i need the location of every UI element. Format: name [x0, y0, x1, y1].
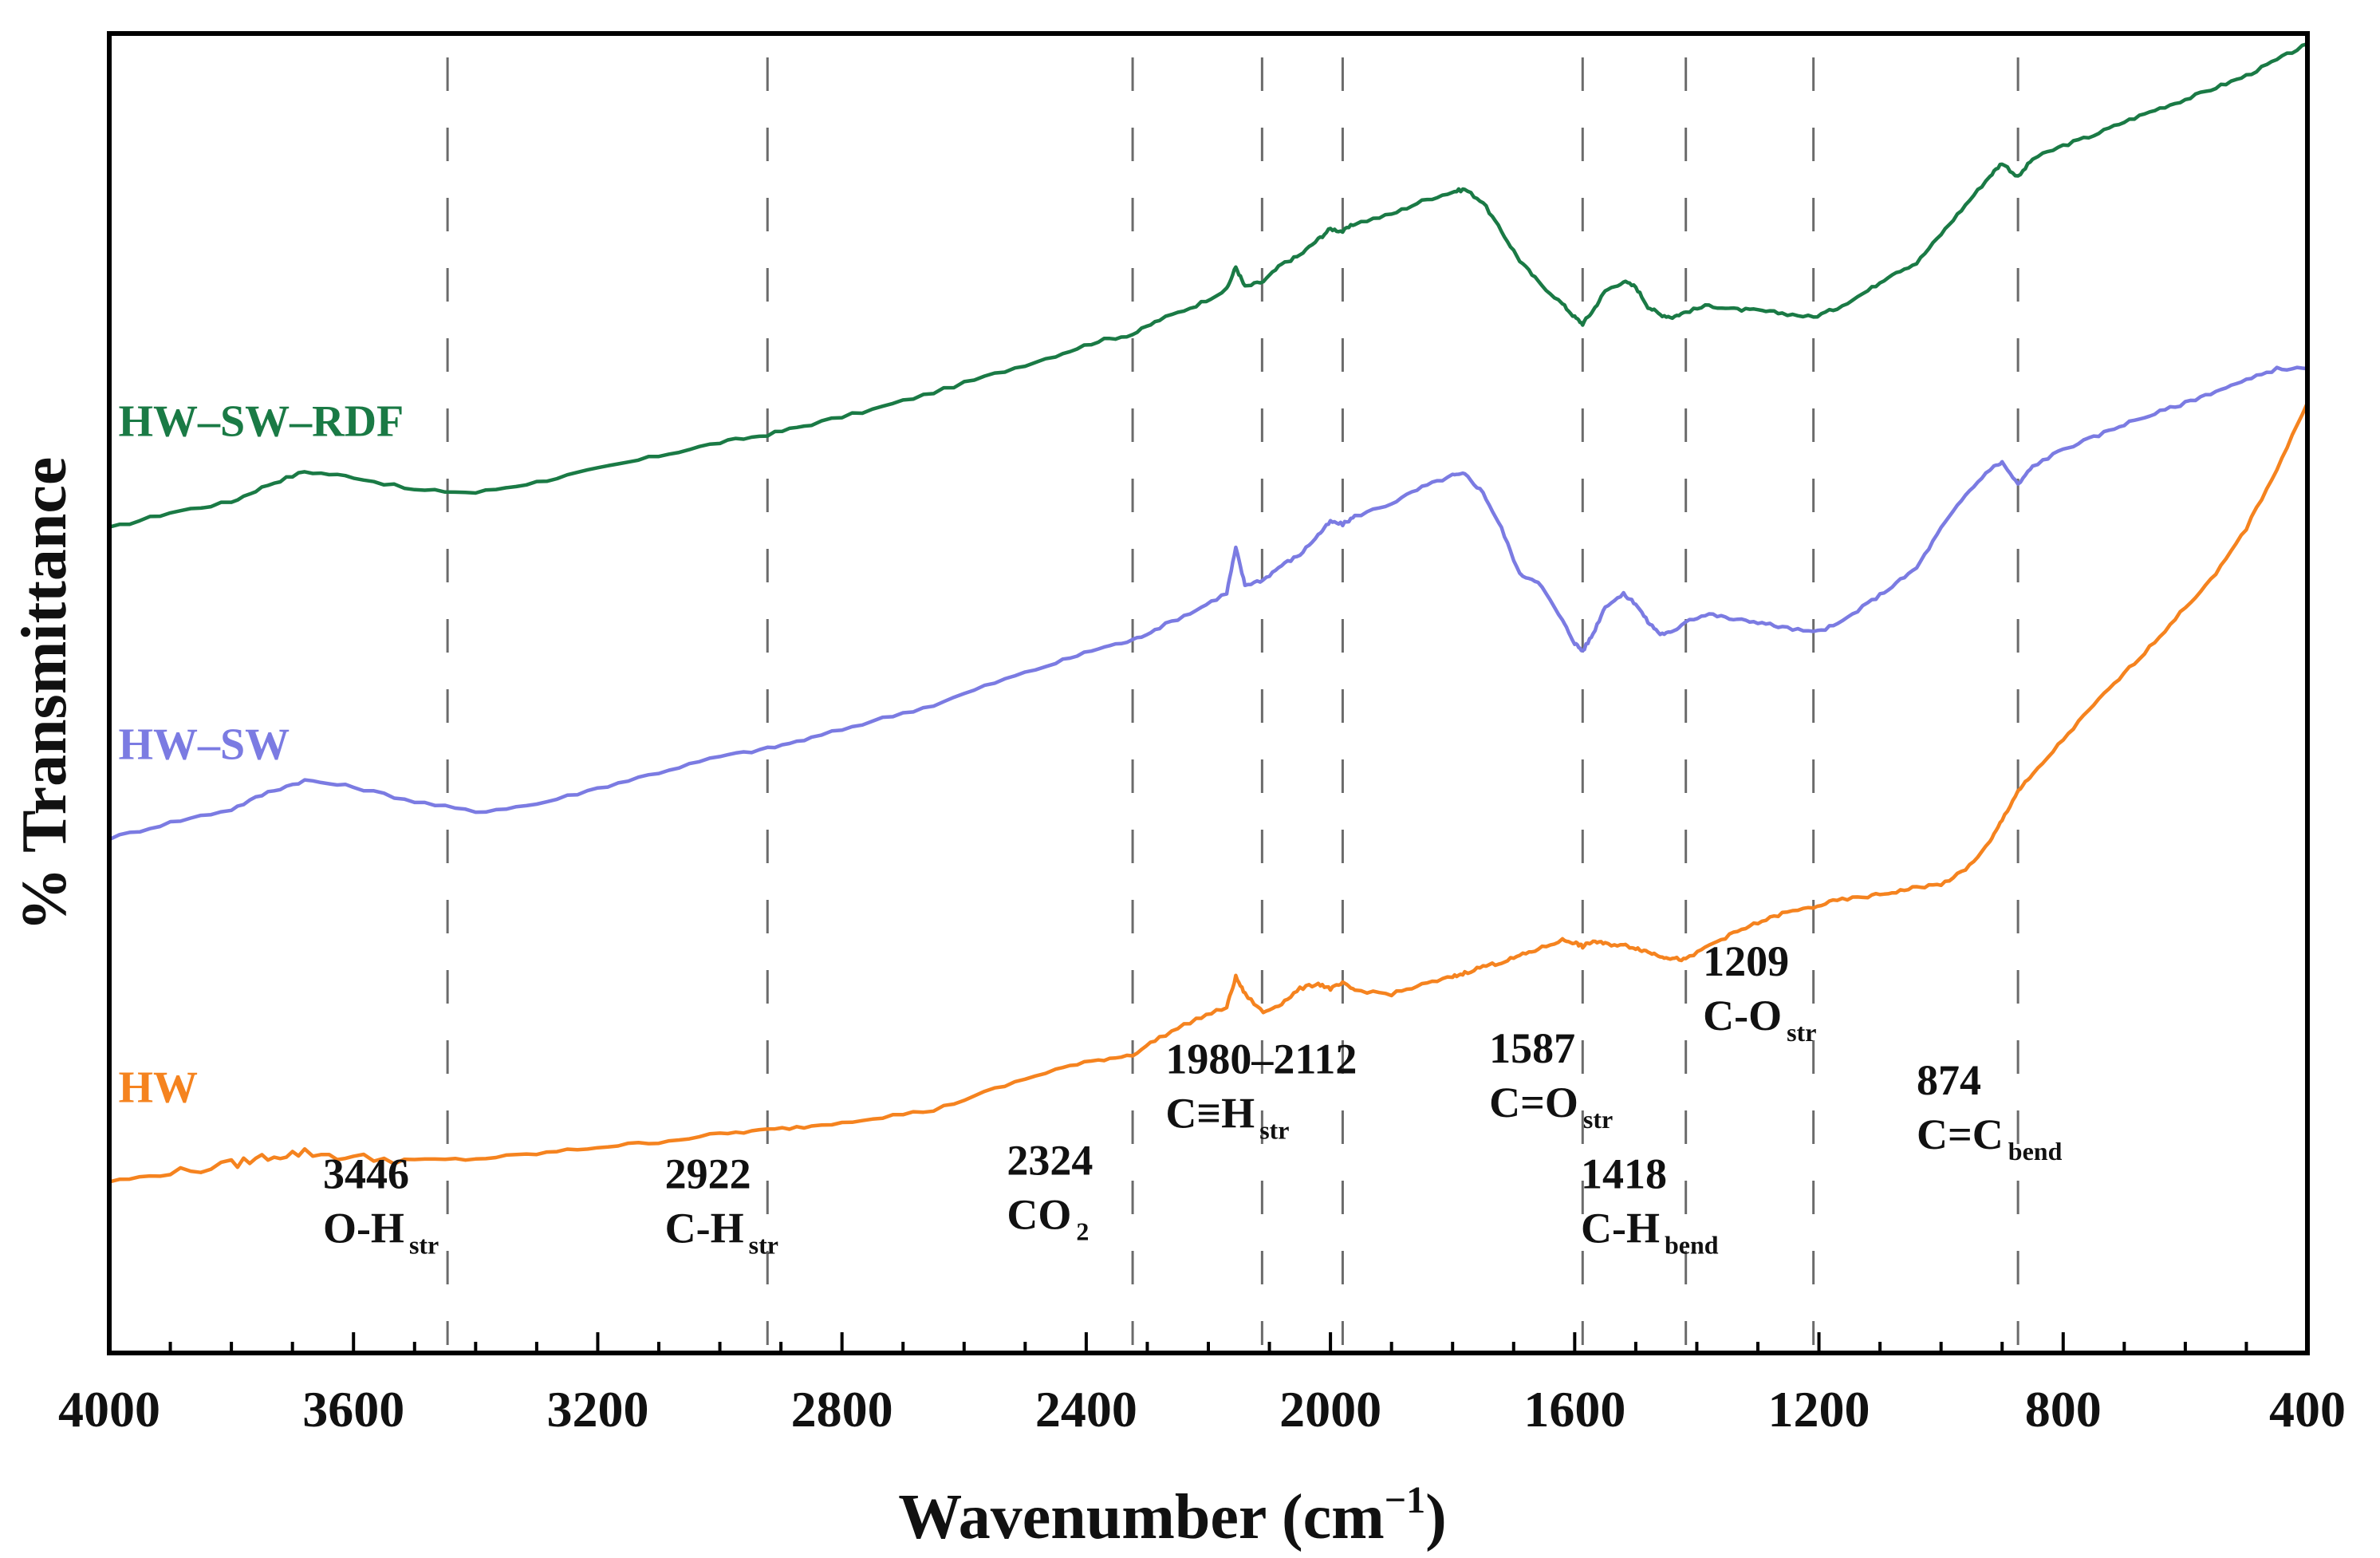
peak-annotation: 874 C=C bend — [1917, 1056, 2063, 1166]
series-line — [108, 365, 2308, 842]
peak-assignment-mode: bend — [1665, 1230, 1719, 1259]
series-line — [108, 402, 2310, 1184]
x-tick-label: 4000 — [58, 1381, 160, 1438]
x-tick-label: 2400 — [1035, 1381, 1137, 1438]
peak-marker-lines — [446, 57, 2019, 1345]
x-axis-title-close: ) — [1425, 1482, 1447, 1552]
peak-wavenumber: 1209 — [1703, 937, 1789, 985]
x-tick-label: 3600 — [302, 1381, 404, 1438]
peak-assignment-bond: C-O — [1703, 992, 1782, 1039]
peak-wavenumber: 874 — [1917, 1056, 1981, 1104]
peak-assignment-mode: str — [1259, 1115, 1289, 1144]
peak-assignment-bond: C-H — [665, 1204, 744, 1252]
x-axis-title-exponent: −1 — [1385, 1479, 1425, 1521]
peak-annotation: 1418 C-H bend — [1581, 1150, 1719, 1259]
peak-annotation: 3446 O-H str — [323, 1150, 439, 1259]
peak-assignment-mode: bend — [2008, 1137, 2063, 1166]
x-tick-label: 800 — [2025, 1381, 2102, 1438]
peak-assignment: C-H str — [665, 1204, 778, 1259]
x-tick-label: 1600 — [1523, 1381, 1625, 1438]
series-layer — [108, 42, 2310, 1184]
peak-annotation: 2922 C-H str — [665, 1150, 778, 1259]
series-label: HW — [118, 1063, 198, 1113]
peak-wavenumber: 2922 — [665, 1150, 751, 1197]
x-tick-label: 2000 — [1279, 1381, 1381, 1438]
peak-assignment-bond: C=O — [1489, 1079, 1578, 1126]
peak-assignment-mode: 2 — [1076, 1217, 1089, 1246]
peak-assignment: C≡H str — [1165, 1089, 1289, 1144]
x-tick-label: 3200 — [546, 1381, 648, 1438]
peak-annotation: 1587 C=O str — [1489, 1024, 1613, 1134]
y-axis-title: % Transmittance — [10, 457, 80, 932]
peak-assignment-mode: str — [409, 1230, 439, 1259]
x-tick-label: 1200 — [1768, 1381, 1870, 1438]
peak-annotation: 1209 C-O str — [1703, 937, 1816, 1047]
peak-assignment: C-O str — [1703, 992, 1816, 1047]
peak-assignment-bond: C≡H — [1165, 1089, 1255, 1137]
peak-wavenumber: 1587 — [1489, 1024, 1575, 1072]
peak-wavenumber: 3446 — [323, 1150, 409, 1197]
peak-assignment-bond: CO — [1007, 1191, 1071, 1239]
peak-assignment: C=C bend — [1917, 1110, 2063, 1166]
series-label: HW–SW–RDF — [118, 396, 404, 446]
x-tick-label: 400 — [2269, 1381, 2346, 1438]
x-tick-label: 2800 — [791, 1381, 893, 1438]
peak-annotation: 1980–2112 C≡H str — [1165, 1035, 1357, 1144]
peak-assignment-mode: str — [749, 1230, 778, 1259]
peak-annotation: 2324 CO 2 — [1007, 1137, 1093, 1246]
peak-wavenumber: 1980–2112 — [1165, 1035, 1357, 1083]
peak-assignment-mode: str — [1583, 1105, 1613, 1134]
series-labels: HW–SW–RDF HW–SW HW — [118, 396, 404, 1112]
series-line — [108, 42, 2308, 529]
x-axis-title-main: Wavenumber (cm — [898, 1482, 1385, 1552]
peak-wavenumber: 1418 — [1581, 1150, 1667, 1197]
peak-assignment-bond: C-H — [1581, 1204, 1660, 1252]
x-axis-ticks: 4000 3600 3200 2800 2400 2000 1600 1200 800 400 — [58, 1332, 2346, 1438]
peak-assignment: C-H bend — [1581, 1204, 1719, 1259]
peak-assignment: O-H str — [323, 1204, 439, 1259]
peak-wavenumber: 2324 — [1007, 1137, 1093, 1185]
peak-assignment-mode: str — [1787, 1018, 1816, 1047]
peak-assignment: CO 2 — [1007, 1191, 1089, 1246]
peak-assignment-bond: C=C — [1917, 1110, 2004, 1158]
peak-assignment: C=O str — [1489, 1079, 1613, 1134]
x-axis-title: Wavenumber (cm−1) — [898, 1479, 1447, 1552]
series-label: HW–SW — [118, 720, 290, 770]
peak-assignment-bond: O-H — [323, 1204, 404, 1252]
